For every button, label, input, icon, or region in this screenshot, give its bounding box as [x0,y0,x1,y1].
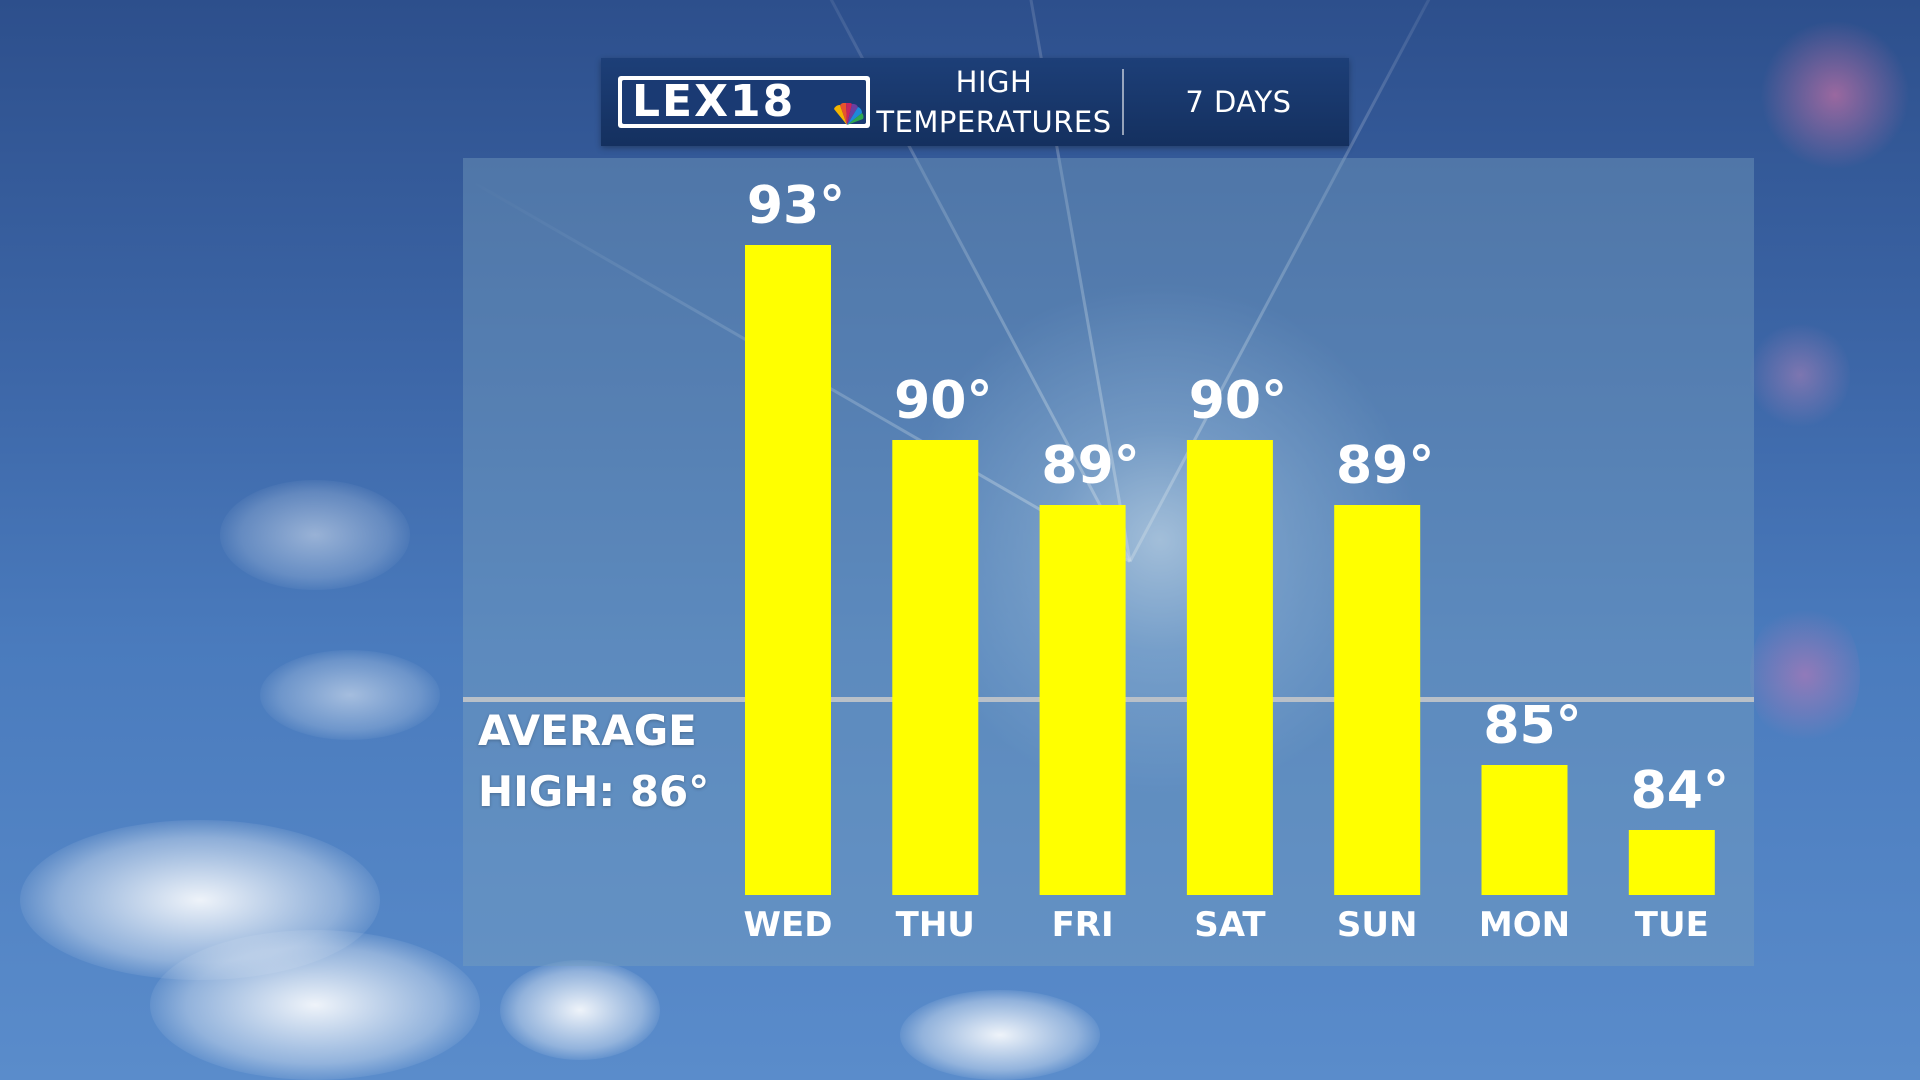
category-label-tue: TUE [1635,905,1709,945]
category-label-sat: SAT [1194,905,1266,945]
lens-flare [1750,320,1850,430]
lens-flare [1750,600,1860,750]
header-bar: LEX18 HIGH TEMPERATURES 7 DAYS [601,58,1349,146]
chart-title: HIGH TEMPERATURES [876,65,1112,139]
value-label-tue: 84° [1631,761,1729,821]
header-divider [1122,69,1124,135]
category-label-fri: FRI [1052,905,1114,945]
category-label-thu: THU [896,905,975,945]
value-label-sat: 90° [1189,371,1287,431]
cloud [500,960,660,1060]
category-label-sun: SUN [1337,905,1418,945]
bar-wed [745,245,831,895]
forecast-range: 7 DAYS [1185,85,1292,119]
logo-text: LEX18 [632,76,796,127]
value-label-thu: 90° [894,371,992,431]
value-label-sun: 89° [1336,436,1434,496]
sun-glow [900,280,1420,800]
average-high-label: AVERAGE HIGH: 86° [478,700,709,822]
value-label-fri: 89° [1041,436,1139,496]
bar-tue [1628,830,1715,895]
lens-flare [1760,20,1910,170]
bar-mon [1481,765,1568,895]
category-label-mon: MON [1479,905,1570,945]
cloud [150,930,480,1080]
bar-sat [1186,440,1273,895]
category-label-wed: WED [744,905,833,945]
average-label-line1: AVERAGE [478,706,697,755]
station-logo: LEX18 [618,76,870,128]
cloud [260,650,440,740]
value-label-wed: 93° [747,176,845,236]
average-label-line2: HIGH: 86° [478,767,710,816]
bar-sun [1334,505,1421,895]
cloud [220,480,410,590]
peacock-icon [834,103,864,125]
bar-fri [1039,505,1126,895]
cloud [900,990,1100,1080]
value-label-mon: 85° [1483,696,1581,756]
bar-thu [892,440,979,895]
